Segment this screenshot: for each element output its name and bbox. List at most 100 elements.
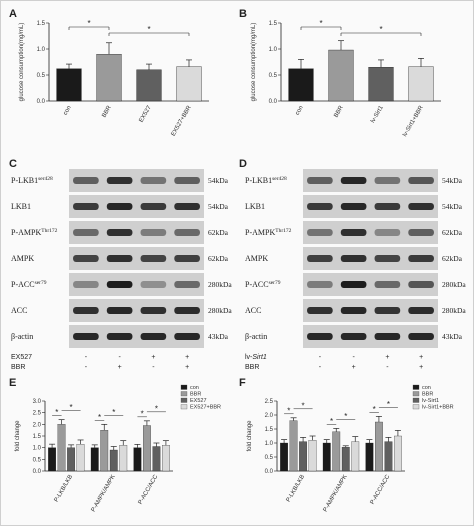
panel-d-protein-label-sup: ser428 [272, 176, 287, 182]
panel-c-protein-label-sup: Thr172 [41, 228, 57, 234]
panel-d-mw-label: 62kDa [442, 254, 463, 263]
panel-a-x-tick-label: EX527+BBR [171, 104, 193, 137]
panel-b-y-tick-label: 0.0 [269, 99, 278, 105]
panel-d-band [340, 307, 367, 314]
panel-d-mw-label: 280kDa [442, 280, 466, 289]
panel-c-mw-label: 54kDa [208, 202, 229, 211]
panel-c-mw-label: 43kDa [208, 332, 229, 341]
panel-c-band [140, 203, 167, 210]
panel-c-protein-label-sup: ser428 [38, 176, 53, 182]
panel-f-legend-label: lv-Sirt1+BBR [422, 405, 454, 411]
panel-e-bar [90, 447, 99, 472]
panel-e-legend-label: EX527+BBR [190, 405, 221, 411]
panel-d-band [408, 307, 434, 314]
panel-d-protein-label: AMPK [245, 254, 268, 263]
panel-e-bar [57, 424, 66, 472]
panel-d-blot-strip [303, 221, 438, 244]
panel-c-band [174, 333, 200, 340]
panel-c-treatment-label: EX527 [11, 354, 32, 361]
panel-e-y-tick-label: 3.0 [33, 399, 42, 405]
panel-c-mw-label: 280kDa [208, 280, 232, 289]
panel-c-band [174, 229, 200, 236]
panel-e-bar [162, 445, 170, 472]
panel-a-significance-mark: * [147, 25, 150, 34]
panel-d-band [340, 255, 367, 262]
panel-c-blot-strip [69, 221, 204, 244]
panel-f-bar [332, 431, 341, 472]
panel-e-significance-mark: * [55, 408, 58, 417]
panel-e-significance-mark: * [98, 413, 101, 422]
panel-e-significance-mark: * [141, 409, 144, 418]
panel-c-blot-strip [69, 273, 204, 296]
panel-label-e: E [9, 377, 16, 389]
panel-a-significance-mark: * [87, 19, 90, 28]
panel-label-a: A [9, 8, 17, 20]
panel-b-x-tick-label: con [295, 105, 305, 116]
panel-c-band [73, 333, 99, 340]
panel-e-significance-mark: * [112, 408, 115, 417]
panel-a-y-tick-label: 0.5 [37, 73, 46, 79]
panel-a-y-axis-label: glucose consumption(mg/mL) [19, 23, 25, 102]
panel-b-bar [408, 66, 434, 102]
panel-e-bar [143, 425, 151, 472]
panel-d-band [408, 177, 434, 184]
panel-f-y-tick-label: 0.0 [265, 469, 274, 475]
panel-c-band [73, 203, 99, 210]
panel-a-y-tick-label: 1.5 [37, 21, 46, 27]
panel-e-legend-swatch [180, 391, 188, 397]
panel-d-band [408, 281, 434, 288]
panel-d-mw-label: 280kDa [442, 306, 466, 315]
panel-e-legend-label: EX527 [190, 398, 207, 404]
panel-c-protein-label: P-AMPKThr172 [11, 228, 58, 237]
panel-e-y-axis-label: fold change [15, 420, 21, 452]
panel-d-band [374, 177, 401, 184]
panel-d-band [374, 281, 401, 288]
panel-e-legend-swatch [180, 397, 188, 403]
panel-e-bar [76, 444, 85, 472]
panel-e-y-tick-label: 0.5 [33, 457, 42, 463]
panel-d-band [408, 255, 434, 262]
panel-b-bar [368, 66, 394, 102]
panel-e-bar [133, 447, 142, 472]
panel-c-blot-strip [69, 195, 204, 218]
panel-a-y-tick-label: 1.0 [37, 47, 46, 53]
panel-label-c: C [9, 158, 17, 170]
panel-d-mw-label: 54kDa [442, 176, 463, 185]
panel-e-y-tick-label: 2.5 [33, 411, 42, 417]
panel-c-treatment-sign: - [85, 364, 88, 371]
panel-c-blot-strip [69, 325, 204, 348]
panel-f-bar [280, 442, 288, 472]
panel-c-band [140, 255, 167, 262]
panel-d-blot-strip [303, 169, 438, 192]
panel-d-protein-label: P-LKB1ser428 [245, 176, 287, 185]
panel-b-x-tick-label: lv-Sirt1 [370, 104, 385, 124]
panel-f-y-tick-label: 2.5 [265, 399, 274, 405]
panel-f-bar [289, 420, 298, 472]
panel-f-legend-swatch [412, 384, 420, 390]
panel-d-treatment-label: BBR [245, 364, 259, 371]
panel-d-band [408, 203, 434, 210]
panel-a-bar [96, 54, 122, 102]
panel-d-protein-label-sup: Thr172 [275, 228, 291, 234]
panel-c-treatment-sign: + [151, 354, 155, 361]
panel-c-treatment-sign: - [85, 354, 88, 361]
panel-c-band [106, 307, 133, 314]
panel-c-band [73, 281, 99, 288]
panel-d-band [307, 307, 333, 314]
panel-e-y-tick-label: 1.0 [33, 446, 42, 452]
panel-a-chart: 0.0 0.5 1.0 1.5 glucose consumption(mg/mL) co… [19, 19, 209, 137]
panel-d-protein-label: P-AMPKThr172 [245, 228, 292, 237]
panel-e-x-tick-label: P-LKB/LKB [54, 474, 74, 503]
panel-c-treatment-sign: + [185, 354, 189, 361]
panel-c-band [106, 177, 133, 184]
panel-d-mw-label: 62kDa [442, 228, 463, 237]
panel-c-treatment-sign: - [152, 364, 155, 371]
panel-f-bar [351, 441, 360, 472]
panel-c-band [174, 255, 200, 262]
panel-d-band [307, 333, 333, 340]
panel-d-band [340, 177, 367, 184]
panel-d-band [340, 281, 367, 288]
panel-d-treatment-sign: - [319, 364, 322, 371]
panel-label-b: B [239, 8, 247, 20]
panel-d-treatment-sign: - [352, 354, 355, 361]
